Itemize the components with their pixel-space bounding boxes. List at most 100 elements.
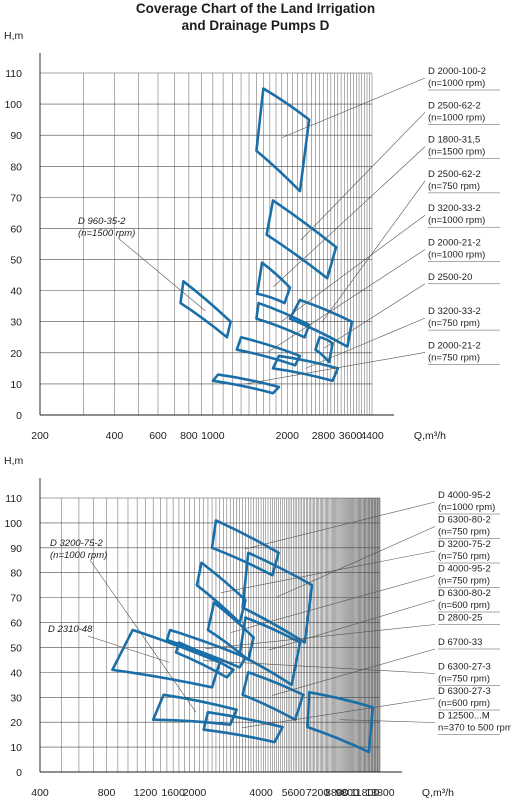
chart2-x-tick-label: 4000 bbox=[249, 787, 273, 799]
chart1-pump-region bbox=[255, 87, 311, 193]
chart2-pump-label: D 3200-75-2 bbox=[438, 539, 491, 550]
chart2-leader-line bbox=[272, 648, 436, 696]
chart1-pump-region bbox=[255, 261, 292, 305]
chart1-leader-line bbox=[322, 180, 426, 322]
chart2-leader-line bbox=[89, 559, 197, 713]
chart1-pump-region bbox=[288, 298, 354, 348]
chart2-x-axis-label: Q,m³/h bbox=[422, 787, 454, 799]
chart1-pump-label: D 1800-31,5 bbox=[428, 135, 480, 146]
chart1-x-tick-label: 2000 bbox=[276, 430, 300, 442]
chart1-leader-line bbox=[300, 112, 426, 241]
chart2-pump-label: (n=750 rpm) bbox=[438, 527, 490, 538]
title-line-1: Coverage Chart of the Land Irrigation bbox=[135, 1, 376, 16]
chart2-pump-region bbox=[174, 641, 235, 679]
chart2-pump-region bbox=[241, 671, 305, 721]
chart2-leader-line bbox=[230, 575, 436, 633]
chart1-pump-label: D 2000-100-2 bbox=[428, 66, 486, 77]
chart2-y-tick-label: 60 bbox=[10, 618, 22, 630]
chart1-x-tick-label: 800 bbox=[180, 430, 198, 442]
chart2-pump-region bbox=[111, 628, 222, 689]
chart2-leader-line bbox=[220, 550, 436, 593]
chart1-pump-label: (n=1500 rpm) bbox=[428, 147, 485, 158]
chart1-y-tick-label: 0 bbox=[16, 410, 22, 422]
chart1-pump-region bbox=[314, 335, 334, 364]
chart2-leader-line bbox=[269, 599, 436, 651]
chart2-y-tick-label: 10 bbox=[10, 742, 22, 754]
chart2-x-tick-label: 8800 bbox=[325, 787, 349, 799]
chart1-x-tick-label: 1000 bbox=[201, 430, 225, 442]
chart2-x-tick-label: 1200 bbox=[134, 787, 158, 799]
chart1-pump-label: (n=750 rpm) bbox=[428, 352, 480, 363]
chart2-pump-label: (n=750 rpm) bbox=[438, 674, 490, 685]
chart1-pump-label: (n=1000 rpm) bbox=[428, 250, 485, 261]
chart1-pump-label: D 960-35-2 bbox=[78, 216, 126, 227]
title-line-2: and Drainage Pumps D bbox=[181, 18, 330, 33]
chart2-y-tick-label: 20 bbox=[10, 717, 22, 729]
chart2-x-tick-label: 11800 bbox=[351, 787, 380, 799]
chart1-pump-label: (n=1500 rpm) bbox=[78, 228, 135, 239]
chart2-x-tick-label: 800 bbox=[98, 787, 116, 799]
chart2-pump-region bbox=[238, 616, 302, 687]
chart2-y-tick-label: 0 bbox=[16, 767, 22, 779]
chart2-y-axis-label: H,m bbox=[4, 455, 24, 467]
chart1-y-tick-label: 20 bbox=[10, 348, 22, 360]
chart1-leader-line bbox=[117, 237, 206, 312]
chart2-leader-line bbox=[205, 624, 436, 649]
chart1-pump-label: D 3200-33-2 bbox=[428, 203, 481, 214]
chart2-pump-region bbox=[151, 693, 238, 726]
chart1-x-tick-label: 400 bbox=[106, 430, 124, 442]
chart1-pump-label: (n=750 rpm) bbox=[428, 318, 480, 329]
chart2-leader-line bbox=[339, 719, 436, 723]
chart1-y-tick-label: 110 bbox=[5, 68, 22, 80]
chart2-pump-label: (n=600 rpm) bbox=[438, 600, 490, 611]
chart2-pump-region bbox=[210, 519, 280, 577]
chart1-leader-line bbox=[324, 283, 426, 349]
chart2-leader-line bbox=[203, 660, 436, 674]
chart1-pump-region bbox=[271, 354, 340, 383]
chart2-y-tick-label: 30 bbox=[10, 692, 22, 704]
chart1-leader-line bbox=[268, 249, 426, 353]
chart1-leader-line bbox=[282, 77, 426, 138]
chart2-pump-label: (n=1000 rpm) bbox=[50, 550, 107, 561]
chart1-pump-label: (n=1000 rpm) bbox=[428, 78, 485, 89]
chart1-leader-line bbox=[245, 352, 426, 385]
chart2-pump-label: D 6300-80-2 bbox=[438, 515, 491, 526]
chart-title: Coverage Chart of the Land Irrigation an… bbox=[0, 0, 511, 34]
chart2-y-tick-label: 70 bbox=[10, 593, 22, 605]
chart1-pump-region bbox=[211, 373, 281, 395]
chart2-pump-label: D 6300-80-2 bbox=[438, 588, 491, 599]
chart2-x-tick-label: 13800 bbox=[365, 787, 394, 799]
chart2-x-tick-label: 9800 bbox=[335, 787, 359, 799]
chart1-x-tick-label: 600 bbox=[149, 430, 167, 442]
chart1-y-tick-label: 70 bbox=[10, 192, 22, 204]
chart1-pump-label: D 2500-20 bbox=[428, 272, 472, 283]
chart2-y-tick-label: 80 bbox=[10, 568, 22, 580]
chart2-pump-label: (n=750 rpm) bbox=[438, 576, 490, 587]
chart2-leader-line bbox=[276, 526, 436, 598]
chart2-leader-line bbox=[87, 635, 170, 663]
chart1-y-tick-label: 60 bbox=[10, 223, 22, 235]
chart2-pump-region bbox=[202, 710, 284, 744]
chart1-pump-label: D 2500-62-2 bbox=[428, 169, 481, 180]
chart1-y-axis-label: H,m bbox=[4, 30, 24, 42]
chart2-pump-label: D 6300-27-3 bbox=[438, 686, 491, 697]
chart1-pump-label: (n=750 rpm) bbox=[428, 181, 480, 192]
chart2-pump-label: D 6700-33 bbox=[438, 637, 482, 648]
chart1-y-tick-label: 100 bbox=[4, 99, 22, 111]
chart1-pump-label: D 3200-33-2 bbox=[428, 306, 481, 317]
chart2-pump-label: D 4000-95-2 bbox=[438, 564, 491, 575]
chart1-x-tick-label: 2800 bbox=[312, 430, 336, 442]
chart2-pump-label: D 2310-48 bbox=[48, 624, 93, 635]
chart2-x-tick-label: 2000 bbox=[183, 787, 207, 799]
chart2-leader-line bbox=[244, 501, 436, 550]
chart2-x-tick-label: 5600 bbox=[282, 787, 306, 799]
chart2-pump-label: (n=1000 rpm) bbox=[438, 502, 495, 513]
chart1-x-axis-label: Q,m³/h bbox=[414, 430, 446, 442]
chart2-pump-label: D 3200-75-2 bbox=[50, 538, 104, 549]
chart1-y-tick-label: 90 bbox=[10, 130, 22, 142]
chart2-leader-line bbox=[242, 697, 436, 729]
chart1-y-tick-label: 80 bbox=[10, 161, 22, 173]
chart1-pump-label: D 2500-62-2 bbox=[428, 100, 481, 111]
chart2-pump-label: D 2800-25 bbox=[438, 613, 482, 624]
